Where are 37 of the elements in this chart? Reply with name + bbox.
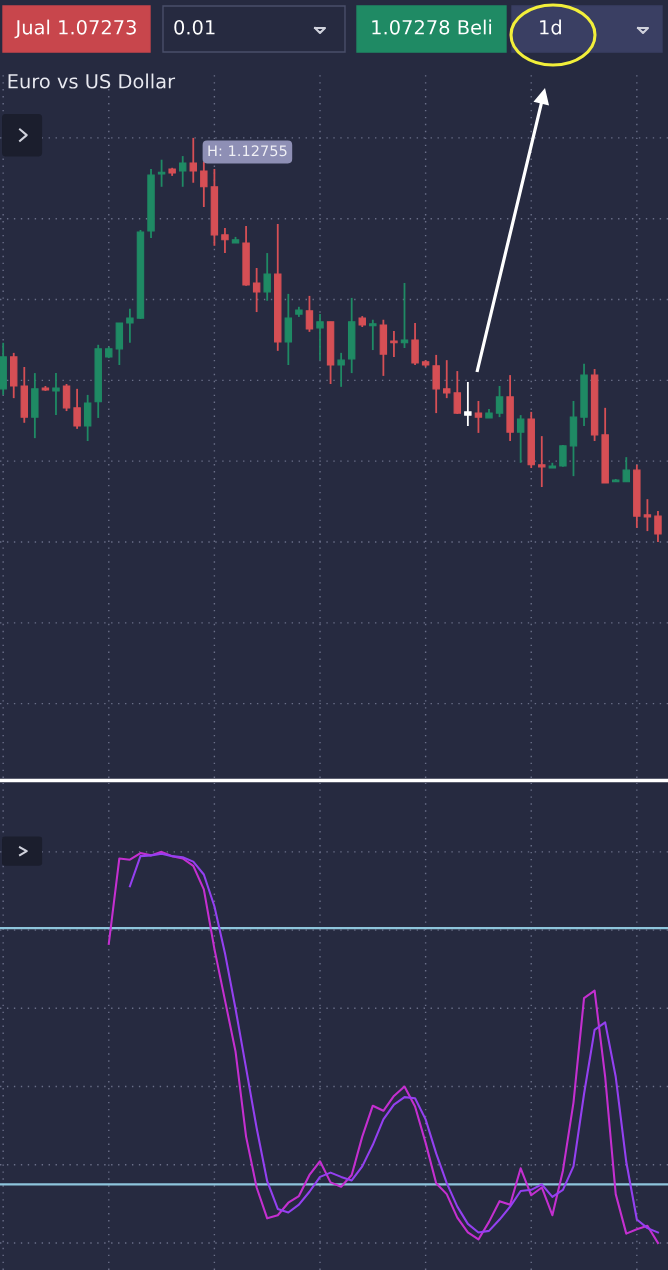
candlestick (538, 435, 546, 488)
candlestick (316, 313, 324, 362)
candlestick (126, 307, 134, 344)
candlestick (178, 155, 187, 188)
candlestick (453, 370, 462, 415)
candlestick (252, 267, 261, 313)
candlestick (221, 227, 229, 254)
candlestick (516, 414, 525, 464)
candlestick (200, 160, 208, 208)
candlestick (305, 294, 314, 333)
candlestick (622, 456, 631, 483)
candlestick (369, 318, 377, 351)
text: Jual 1.07273 (14, 19, 136, 39)
candlestick (52, 372, 60, 417)
candlestick (263, 252, 271, 302)
candlestick (157, 158, 166, 188)
candlestick (73, 387, 81, 430)
candlestick (432, 353, 440, 414)
candlestick (443, 359, 451, 400)
candlestick (284, 292, 293, 366)
text: 1.07278 Beli (372, 19, 492, 35)
candlestick (643, 498, 652, 532)
annotation: H: 1.12755 (208, 145, 287, 157)
candlestick (654, 509, 662, 543)
candlestick (62, 383, 71, 412)
text: 1d (540, 19, 561, 35)
candlestick (411, 322, 419, 366)
candlestick (189, 136, 197, 184)
candlestick (495, 385, 504, 419)
candlestick (337, 351, 345, 388)
candlestick (464, 381, 472, 427)
candlestick (83, 393, 92, 442)
text: 0.01 (174, 19, 215, 35)
candlestick (400, 282, 409, 349)
candlestick (474, 400, 483, 434)
candlestick (559, 444, 567, 468)
chart-title: Euro vs US Dollar (8, 73, 176, 89)
